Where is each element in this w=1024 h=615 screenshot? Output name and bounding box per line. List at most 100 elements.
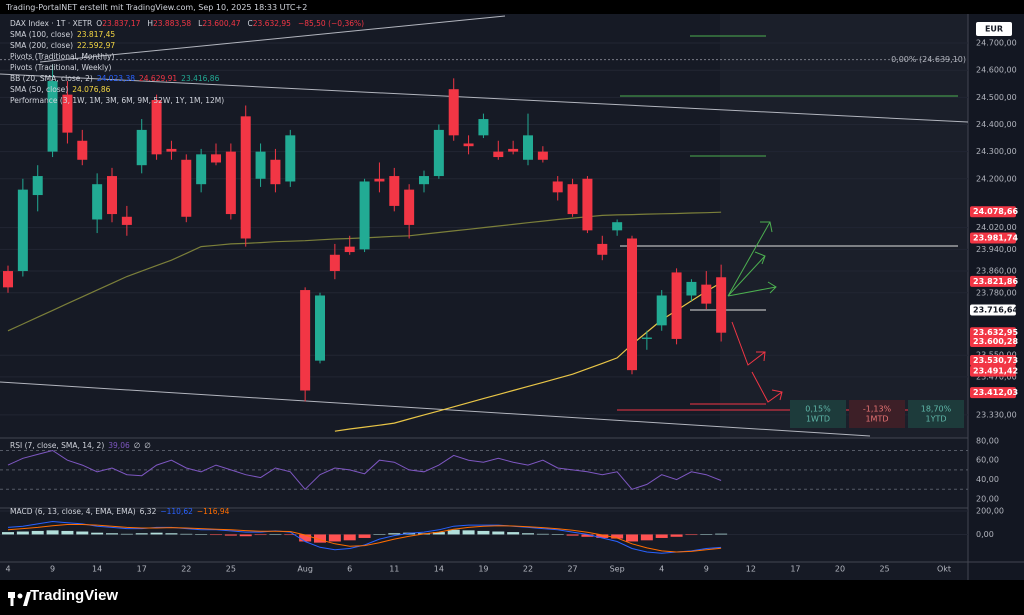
price-tag: [970, 365, 1016, 377]
histogram-bar: [373, 534, 386, 535]
histogram-bar: [31, 530, 44, 535]
histogram-bar: [626, 534, 638, 542]
price-tag: [970, 232, 1016, 244]
legend-text: BB (20, SMA, close, 2): [10, 74, 93, 83]
logo-part: [10, 592, 14, 606]
histogram-bar: [536, 533, 549, 535]
histogram-bar: [284, 534, 297, 536]
macd-line: [7, 520, 722, 554]
legend-text: SMA (200, close): [10, 41, 73, 50]
histogram-bar: [91, 532, 104, 535]
price-tag-label: 23.491,42: [973, 367, 1018, 376]
histogram-bar: [611, 534, 624, 539]
candle-body: [92, 184, 103, 220]
legend-row: BB (20, SMA, close, 2) 24.023,38 24.629,91…: [10, 73, 368, 84]
candle-body: [433, 129, 444, 177]
candle-body: [77, 140, 88, 160]
histogram-bar: [150, 532, 163, 535]
axis-background: [968, 14, 1024, 580]
y-tick-label: 23.330,00: [976, 410, 1017, 419]
candle-body: [656, 295, 667, 326]
candle-body: [3, 271, 13, 288]
legend-text: 39,06: [108, 441, 130, 450]
candle-body: [686, 281, 697, 296]
histogram-bar: [447, 529, 460, 535]
performance-box: [908, 400, 964, 428]
legend-row: SMA (200, close) 22.592,97: [10, 40, 368, 51]
price-tag: [970, 304, 1016, 316]
legend-text: 24.023,38: [96, 74, 135, 83]
candle-body: [17, 189, 28, 272]
legend-row: Pivots (Traditional, Monthly): [10, 51, 368, 62]
histogram-bar: [358, 534, 371, 538]
histogram-bar: [135, 533, 148, 535]
y-tick-label: 0,00: [976, 530, 994, 539]
legend-text: SMA (100, close): [10, 30, 73, 39]
candle-body: [136, 129, 147, 166]
candle-body: [523, 135, 533, 160]
price-tag: [970, 275, 1016, 287]
candle-body: [107, 176, 117, 215]
legend-text: 23.632,95: [252, 19, 291, 28]
histogram-bar: [165, 533, 178, 535]
candle-body: [285, 135, 296, 182]
candle-body: [552, 181, 563, 193]
y-tick-label: 80,00: [976, 436, 999, 445]
legend-text: 23.837,17: [102, 19, 141, 28]
logo-icon: [8, 592, 31, 606]
price-tag: [970, 387, 1016, 399]
histogram-bar: [254, 534, 267, 536]
candle-body: [627, 238, 637, 371]
histogram-bar: [76, 531, 89, 535]
histogram-bar: [715, 533, 728, 535]
legend-text: 23.883,58: [153, 19, 192, 28]
candle-body: [240, 116, 251, 239]
legend-text: 24.629,91: [139, 74, 178, 83]
y-tick-label: 20,00: [976, 494, 999, 503]
candle-body: [478, 119, 489, 136]
legend-text: Pivots (Traditional, Monthly): [10, 52, 115, 61]
x-tick-label: 14: [92, 565, 102, 574]
legend-row: SMA (100, close) 23.817,45: [10, 29, 368, 40]
legend-text: −110,62: [160, 507, 193, 516]
histogram-bar: [566, 534, 579, 536]
legend-text: ∅: [144, 441, 151, 450]
histogram-bar: [195, 534, 208, 535]
price-tag-label: 24.078,66: [973, 207, 1018, 216]
legend-text: Pivots (Traditional, Weekly): [10, 63, 112, 72]
x-tick-label: 4: [5, 565, 10, 574]
y-tick-label: 24.020,00: [976, 223, 1017, 232]
price-tag: [970, 336, 1016, 348]
brand: TradingView: [30, 587, 119, 604]
histogram-bar: [462, 530, 475, 535]
histogram-bar: [655, 534, 668, 538]
candle-body: [121, 216, 132, 225]
x-tick-label: Aug: [297, 565, 313, 574]
candle-body: [612, 222, 623, 231]
trend-line: [39, 15, 506, 63]
candle-body: [196, 154, 207, 185]
y-tick-label: 60,00: [976, 456, 999, 465]
candle-body: [32, 176, 43, 196]
legend-text: 23.416,86: [181, 74, 220, 83]
ohlc: H23.883,58: [147, 19, 195, 28]
candle-body: [300, 290, 311, 391]
performance-period: 1MTD: [865, 415, 888, 424]
annotations: [0, 15, 969, 437]
candle-body: [389, 176, 400, 206]
histogram-bar: [46, 530, 59, 535]
candle-body: [508, 148, 519, 152]
histogram-bar: [314, 534, 326, 543]
histogram-bar: [551, 534, 564, 535]
legend-row: MACD (6, 13, close, 4, EMA, EMA) 6,32 −110…: [10, 506, 233, 517]
histogram-bar: [477, 530, 490, 535]
histogram-bar: [16, 531, 29, 535]
x-tick-label: 20: [835, 565, 845, 574]
candle-body: [62, 94, 73, 133]
price-tag: [970, 327, 1016, 339]
candle-body: [344, 246, 355, 253]
legend: RSI (7, close, SMA, 14, 2) 39,06 ∅ ∅: [10, 440, 155, 451]
price-tag: [970, 354, 1016, 366]
y-tick-label: 24.500,00: [976, 93, 1017, 102]
